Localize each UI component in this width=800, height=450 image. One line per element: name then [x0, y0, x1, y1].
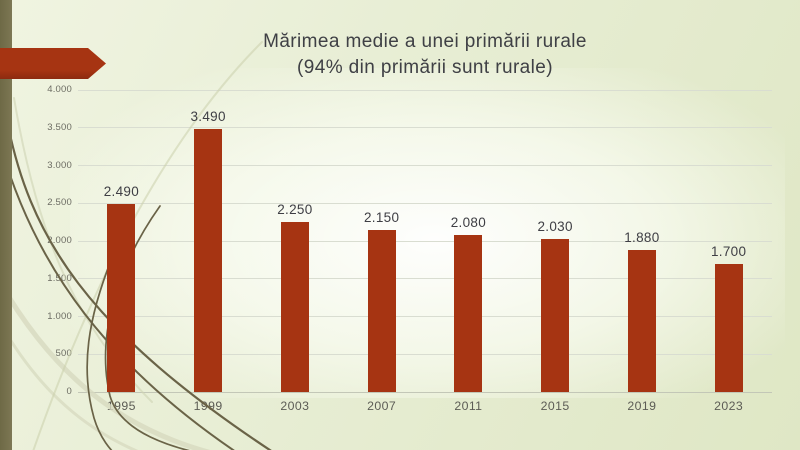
bar-value-label: 2.030: [537, 218, 573, 234]
bar-value-label: 2.150: [363, 209, 400, 225]
red-arrow-decoration: [0, 48, 106, 79]
bar: [714, 263, 743, 392]
bar: [194, 128, 223, 392]
x-axis-tick-label: 2007: [367, 399, 397, 413]
bar: [107, 204, 136, 392]
bar-value-label: 1.700: [710, 243, 747, 259]
bar: [454, 234, 483, 392]
slide-title: Mărimea medie a unei primării rurale (94…: [60, 29, 790, 80]
title-line-1: Mărimea medie a unei primării rurale: [263, 31, 587, 52]
x-axis-tick-label: 2015: [540, 399, 570, 413]
bar-value-label: 2.250: [277, 202, 313, 218]
bar-value-label: 1.880: [624, 230, 660, 246]
bar: [627, 250, 656, 392]
bar-value-label: 3.490: [190, 108, 226, 124]
bar: [367, 229, 396, 392]
bar: [541, 238, 570, 392]
title-line-2: (94% din primării sunt rurale): [297, 56, 553, 78]
x-axis-tick-label: 2019: [627, 399, 657, 413]
x-axis-tick-label: 2003: [280, 399, 310, 413]
x-axis-tick-label: 2023: [714, 399, 744, 413]
bar-value-label: 2.080: [450, 214, 487, 230]
bar: [280, 222, 309, 392]
bar-value-label: 2.490: [103, 184, 140, 199]
x-axis-tick-label: 2011: [454, 399, 483, 413]
